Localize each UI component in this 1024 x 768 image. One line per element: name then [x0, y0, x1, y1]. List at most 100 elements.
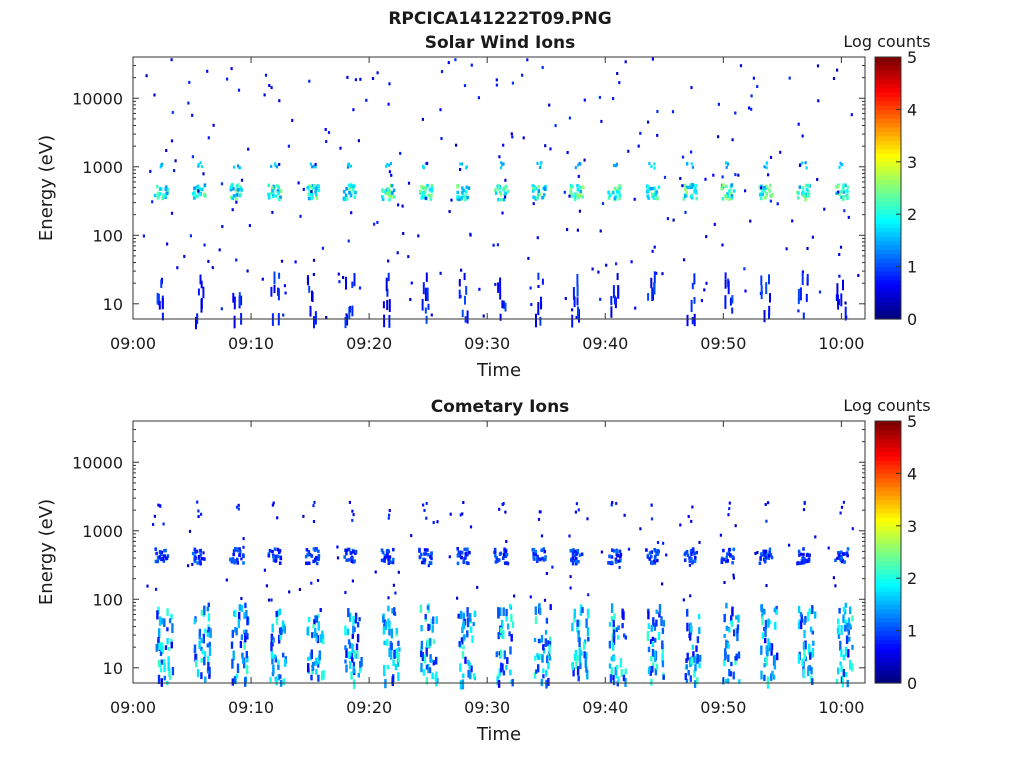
colorbar-step: [875, 652, 901, 658]
heatmap-cell: [639, 131, 642, 135]
heatmap-cell: [661, 653, 664, 663]
heatmap-cell: [805, 553, 809, 557]
heatmap-cell: [764, 184, 768, 189]
colorbar-step: [875, 534, 901, 540]
colorbar-step: [875, 643, 901, 649]
heatmap-cell: [532, 202, 535, 206]
heatmap-cell: [212, 123, 215, 127]
heatmap-cell: [807, 557, 811, 561]
heatmap-cell: [765, 161, 768, 165]
heatmap-cell: [171, 110, 174, 114]
heatmap-cell: [348, 642, 352, 649]
heatmap-cell: [569, 586, 572, 590]
heatmap-cell: [391, 608, 394, 614]
heatmap-cell: [634, 306, 637, 310]
colorbar-step: [875, 91, 901, 97]
heatmap-cell: [383, 553, 387, 558]
heatmap-cell: [605, 263, 608, 267]
heatmap-cell: [145, 74, 148, 78]
heatmap-cell: [381, 188, 384, 192]
colorbar-step: [875, 275, 901, 281]
heatmap-cell: [578, 185, 582, 190]
heatmap-cell: [469, 525, 473, 529]
plot-frame: [132, 56, 866, 320]
heatmap-cell: [162, 522, 165, 526]
heatmap-cell: [839, 511, 842, 515]
heatmap-cell: [564, 297, 567, 300]
heatmap-cell: [463, 547, 466, 552]
colorbar-step: [875, 96, 901, 102]
heatmap-cell: [236, 549, 240, 553]
heatmap-cell: [351, 281, 354, 288]
heatmap-cell: [420, 650, 423, 658]
heatmap-cell: [800, 561, 804, 565]
heatmap-cell: [765, 282, 768, 295]
heatmap-cell: [387, 557, 390, 561]
colorbar-step: [875, 118, 901, 124]
heatmap-cell: [731, 138, 734, 142]
heatmap-cell: [814, 611, 817, 619]
heatmap-cell: [537, 655, 540, 660]
colorbar-step: [875, 499, 901, 505]
heatmap-cell: [476, 585, 479, 589]
x-tick: 09:30: [464, 421, 510, 717]
heatmap-cell: [351, 518, 354, 522]
heatmap-cell: [351, 184, 354, 188]
heatmap-cell: [394, 591, 397, 595]
heatmap-cell: [383, 640, 386, 646]
heatmap-cell: [316, 579, 320, 582]
heatmap-cell: [504, 195, 507, 199]
heatmap-cell: [500, 619, 504, 629]
colorbar-step: [875, 161, 901, 167]
colorbar-step: [875, 179, 901, 185]
heatmap-cell: [346, 163, 350, 166]
heatmap-cell: [727, 654, 730, 663]
heatmap-cell: [805, 183, 808, 188]
heatmap-cell: [801, 190, 805, 194]
heatmap-cell: [456, 561, 460, 566]
heatmap-cell: [466, 617, 470, 628]
colorbar-tick-label: 2: [907, 569, 917, 588]
heatmap-cell: [580, 552, 584, 556]
heatmap-cell: [458, 197, 461, 202]
colorbar-step: [875, 530, 901, 536]
heatmap-cell: [653, 282, 656, 295]
colorbar-step: [875, 166, 901, 172]
heatmap-cell: [458, 641, 461, 647]
heatmap-cell: [407, 181, 411, 185]
heatmap-cell: [750, 107, 753, 111]
heatmap-cell: [647, 293, 650, 301]
heatmap-cell: [694, 679, 697, 685]
heatmap-cell: [661, 582, 664, 586]
heatmap-cell: [682, 197, 686, 201]
heatmap-cell: [651, 57, 654, 61]
heatmap-cell: [158, 641, 161, 650]
heatmap-cell: [840, 163, 843, 167]
heatmap-cell: [399, 151, 402, 155]
heatmap-cell: [797, 621, 801, 630]
heatmap-cell: [612, 674, 615, 681]
heatmap-cell: [808, 553, 811, 557]
y-tick-label: 10: [103, 295, 123, 314]
heatmap-cell: [352, 625, 355, 634]
heatmap-cell: [657, 185, 661, 189]
heatmap-cell: [164, 645, 168, 650]
heatmap-cell: [839, 550, 843, 555]
heatmap-cell: [353, 273, 356, 287]
heatmap-cell: [317, 661, 320, 668]
heatmap-cell: [460, 268, 463, 272]
colorbar-step: [875, 222, 901, 228]
heatmap-cell: [765, 645, 768, 655]
heatmap-cell: [425, 664, 429, 670]
heatmap-cell: [835, 294, 838, 301]
heatmap-cell: [684, 551, 687, 555]
heatmap-cell: [338, 280, 341, 284]
heatmap-cell: [313, 619, 316, 625]
heatmap-cell: [462, 557, 466, 561]
y-tick-label: 10000: [72, 453, 123, 472]
heatmap-cell: [498, 651, 501, 656]
heatmap-cell: [464, 552, 468, 556]
heatmap-cell: [271, 655, 274, 665]
heatmap-cell: [232, 194, 236, 198]
heatmap-cell: [495, 83, 498, 87]
